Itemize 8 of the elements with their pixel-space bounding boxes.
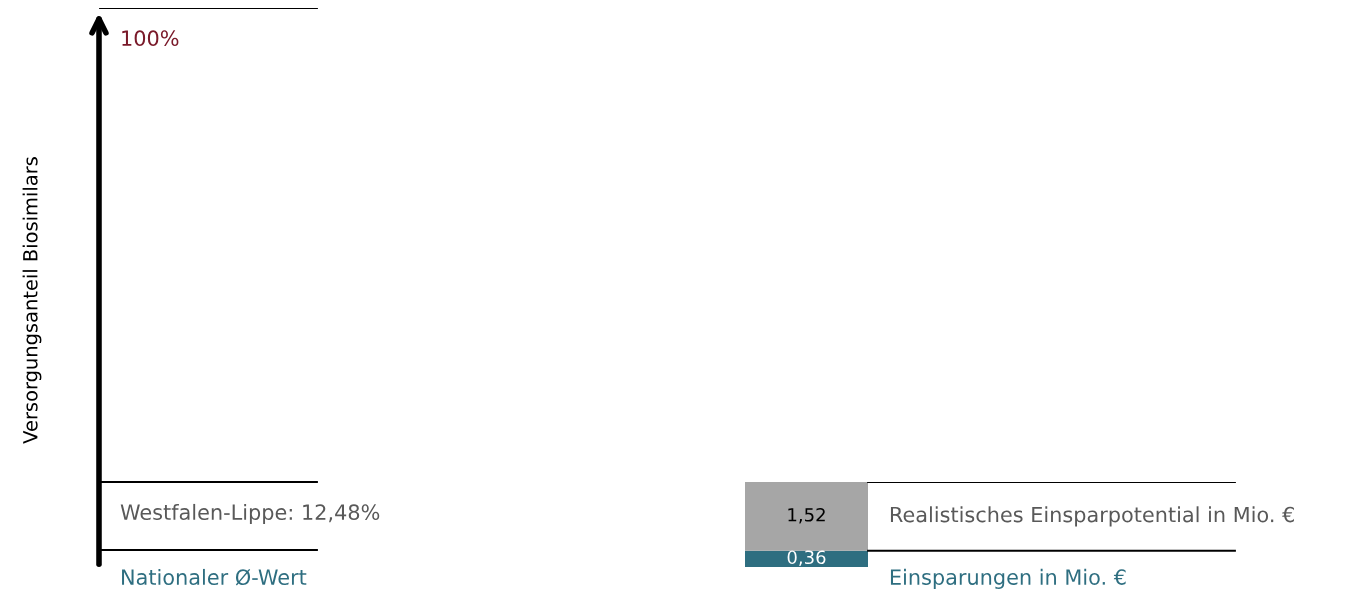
data-label: 0,36 [787, 550, 826, 566]
text: Versorgungsanteil Biosimilars [22, 157, 42, 444]
text: Nationaler Ø-Wert [122, 568, 307, 586]
series-label: Realistisches Einsparpotential in Mio. € [890, 506, 1294, 527]
text: Westfalen-Lippe: 12,48% [120, 503, 380, 525]
text: 100% [122, 30, 179, 47]
series-label: Einsparungen in Mio. € [890, 568, 1126, 589]
data-label: 1,52 [788, 507, 825, 524]
